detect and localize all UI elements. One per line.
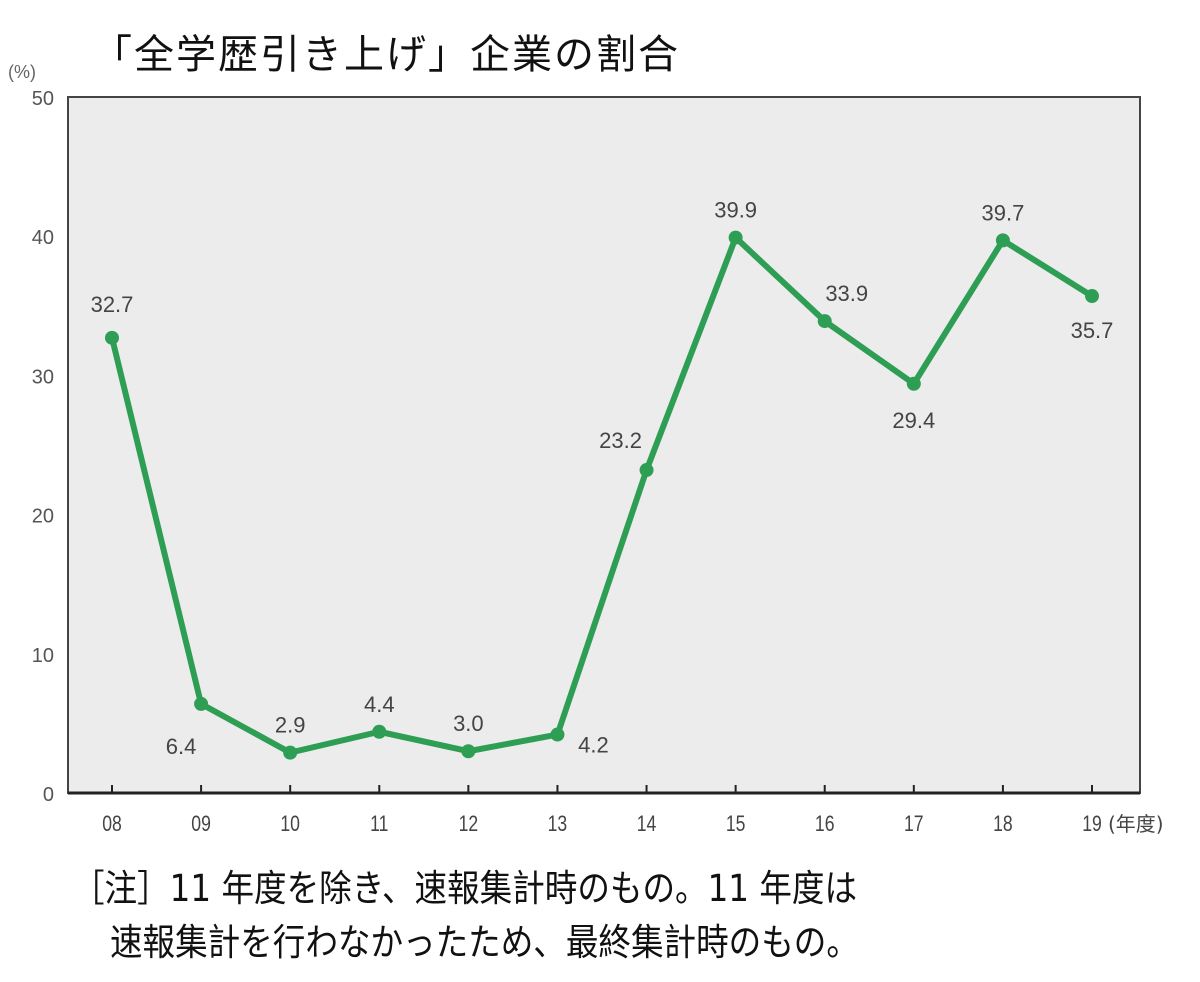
plot-area [67,96,1141,794]
y-tick-label: 50 [32,88,54,110]
data-point [817,314,832,329]
x-tick-label: 15 [726,812,746,836]
data-label: 4.4 [364,692,395,717]
data-label: 39.9 [714,198,757,223]
y-axis-unit: (%) [8,62,36,82]
x-axis-unit: (年度) [1108,812,1164,836]
x-tick-label: 12 [459,812,479,836]
data-point [995,233,1010,248]
data-point [550,727,565,742]
data-point [639,463,654,478]
x-tick-label: 16 [815,812,835,836]
data-point [372,724,387,739]
data-label: 4.2 [578,733,609,758]
x-tick-label: 11 [370,812,388,836]
data-point [283,745,298,760]
footnote-line-1: ［注］11 年度を除き、速報集計時のもの。11 年度は [72,867,858,910]
footnote-line-2: 速報集計を行わなかったため、最終集計時のもの。 [110,921,859,964]
x-tick-label: 18 [993,812,1013,836]
x-tick-label: 17 [904,812,924,836]
data-label: 35.7 [1071,318,1114,343]
chart-title: 「全学歴引き上げ」企業の割合 [92,32,680,78]
x-tick-label: 08 [102,812,122,836]
data-label: 2.9 [275,713,306,738]
y-tick-label: 30 [32,366,54,388]
data-line [109,234,1094,756]
y-tick-label: 20 [32,506,54,528]
data-point [194,696,209,711]
x-tick-label: 09 [191,812,211,836]
data-label: 29.4 [892,408,935,433]
data-label: 33.9 [825,281,868,306]
y-tick-label: 10 [32,645,54,667]
data-point [105,330,119,345]
data-label: 6.4 [166,734,197,759]
y-tick-label: 40 [32,227,54,249]
data-point [906,376,921,391]
data-point [728,230,743,245]
data-label: 23.2 [599,428,642,453]
y-tick-label: 0 [43,784,54,806]
x-tick-label: 10 [280,812,300,836]
data-label: 39.7 [981,200,1024,225]
data-label: 3.0 [453,711,484,736]
data-label: 32.7 [91,292,134,317]
data-point [1085,289,1099,304]
x-tick-label: 13 [548,812,568,836]
x-tick-label: 19 [1082,812,1102,836]
x-tick-label: 14 [637,812,657,836]
data-point [461,744,476,759]
